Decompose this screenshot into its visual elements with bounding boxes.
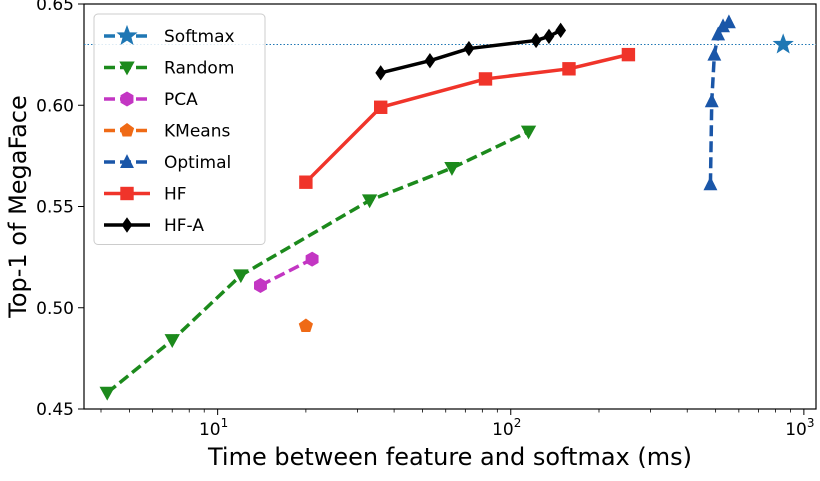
series-hf-a — [375, 22, 567, 81]
data-point-hf — [373, 100, 388, 114]
legend-entry-hf-a: HF-A — [104, 216, 204, 236]
x-tick-label: 102 — [492, 416, 521, 440]
y-tick-label: 0.55 — [36, 198, 74, 218]
data-point-random — [99, 386, 115, 401]
data-point-hf-a — [555, 22, 567, 39]
series-hf — [299, 47, 636, 189]
series-softmax — [772, 33, 794, 54]
legend-entry-pca: PCA — [104, 90, 198, 110]
data-point-pca — [305, 251, 319, 267]
data-point-random — [444, 162, 460, 176]
x-axis-title: Time between feature and softmax (ms) — [207, 443, 692, 471]
data-point-hf — [299, 175, 313, 189]
data-point-hf-a — [375, 65, 387, 81]
data-point-random — [164, 334, 180, 348]
data-point-random — [361, 194, 378, 209]
data-point-random — [520, 125, 537, 140]
legend-entry-optimal: Optimal — [104, 153, 231, 173]
legend-label-random: Random — [164, 59, 234, 79]
data-point-optimal — [711, 26, 726, 41]
series-pca — [254, 251, 319, 293]
data-point-hf-a — [463, 40, 475, 57]
data-point-optimal — [703, 176, 718, 191]
legend-marker-hf — [120, 186, 134, 201]
data-point-hf-a — [424, 53, 436, 69]
y-axis-title: Top-1 of MegaFace — [4, 95, 32, 319]
data-point-kmeans — [298, 318, 314, 333]
data-point-hf — [562, 62, 576, 76]
series-line-random — [106, 129, 530, 395]
legend-marker-hf-a — [121, 217, 133, 233]
series-kmeans — [298, 318, 314, 333]
legend-label-hf-a: HF-A — [164, 216, 204, 236]
plot-area: 0.45 0.50 0.55 0.60 0.65 101 102 103 — [36, 0, 817, 440]
data-point-hf — [478, 72, 493, 86]
data-point-optimal — [707, 46, 722, 61]
legend-label-softmax: Softmax — [164, 27, 235, 47]
series-line-pca — [259, 257, 313, 288]
y-tick-label: 0.65 — [36, 0, 74, 15]
legend-marker-pca — [120, 91, 134, 107]
y-tick-label: 0.60 — [36, 96, 74, 116]
data-point-softmax — [772, 33, 794, 54]
legend-frame — [93, 13, 266, 245]
series-random — [99, 125, 537, 401]
series-optimal — [703, 14, 736, 191]
y-tick-label: 0.45 — [36, 400, 74, 420]
legend-label-optimal: Optimal — [164, 153, 231, 173]
data-point-hf-a — [543, 28, 555, 45]
legend-marker-optimal — [120, 154, 134, 169]
legend-entry-kmeans: KMeans — [104, 122, 230, 142]
data-point-optimal — [721, 14, 736, 29]
legend-label-kmeans: KMeans — [164, 122, 230, 142]
y-tick-label: 0.50 — [36, 299, 74, 319]
legend-entry-hf: HF — [104, 185, 187, 205]
data-point-hf-a — [530, 32, 542, 49]
data-point-pca — [254, 278, 267, 293]
data-point-optimal — [704, 93, 719, 108]
series-line-hf — [304, 52, 629, 184]
legend-marker-random — [119, 61, 135, 76]
x-tick-label: 103 — [785, 416, 814, 440]
data-point-random — [233, 269, 249, 284]
series-layer — [99, 14, 794, 401]
legend-marker-softmax — [116, 24, 138, 46]
legend-entry-random: Random — [104, 59, 234, 79]
legend-marker-kmeans — [119, 123, 135, 137]
x-tick-label: 101 — [199, 416, 228, 440]
legend-label-hf: HF — [164, 185, 187, 205]
data-point-hf — [621, 47, 636, 62]
legend-label-pca: PCA — [164, 90, 198, 110]
legend: Softmax Random PCA KMeans Optimal HF HF-A — [93, 13, 266, 245]
tick-layer: 0.45 0.50 0.55 0.60 0.65 101 102 103 — [36, 0, 814, 440]
legend-entry-softmax: Softmax — [104, 24, 235, 47]
